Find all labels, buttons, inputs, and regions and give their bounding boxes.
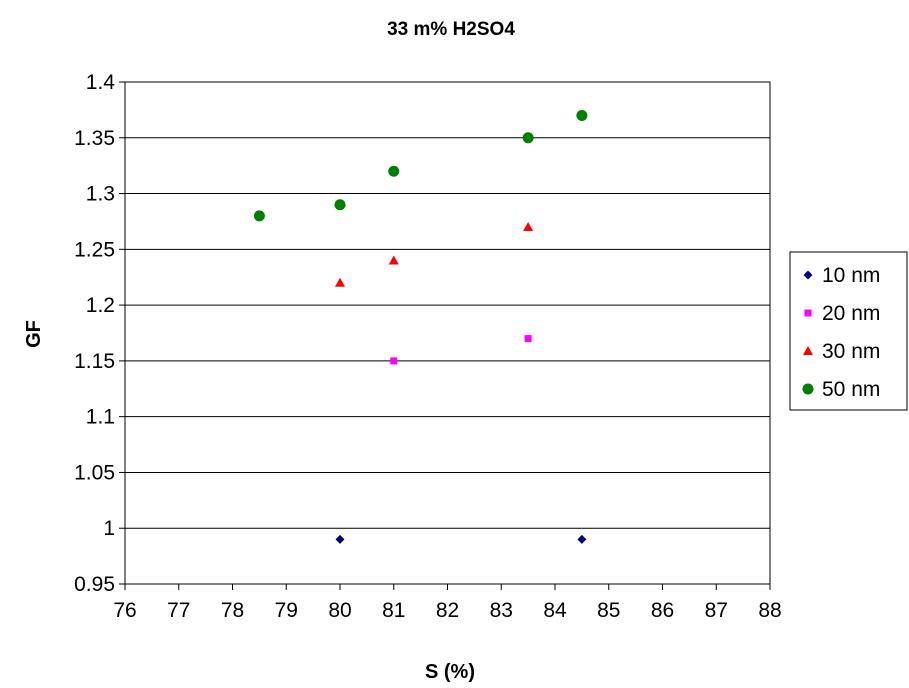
chart-legend: 10 nm 20 nm 30 nm 50 nm (789, 251, 908, 411)
x-tick-label: 80 (328, 599, 351, 622)
data-point-20-nm (524, 335, 532, 343)
y-tick-label: 0.95 (74, 573, 115, 596)
x-tick-label: 81 (382, 599, 405, 622)
y-tick-label: 1.3 (86, 183, 115, 206)
x-tick-label: 76 (113, 599, 136, 622)
y-axis-label: GF (23, 320, 45, 348)
y-tick-label: 1 (103, 517, 115, 540)
x-tick-label: 85 (597, 599, 620, 622)
legend-label-30-nm: 30 nm (822, 340, 880, 363)
y-tick-label: 1.4 (86, 71, 116, 94)
x-tick-label: 88 (758, 599, 781, 622)
x-axis-label: S (%) (425, 661, 475, 683)
chart-title: 33 m% H2SO4 (387, 19, 515, 40)
grid-lines (125, 81, 770, 585)
y-tick-label: 1.15 (74, 350, 115, 373)
x-tick-label: 78 (221, 599, 244, 622)
legend-label-20-nm: 20 nm (822, 302, 880, 325)
legend-label-10-nm: 10 nm (822, 264, 880, 287)
x-tick-label: 83 (490, 599, 513, 622)
data-point-10-nm (577, 534, 587, 544)
data-point-10-nm (335, 534, 345, 544)
x-tick-label: 84 (543, 599, 567, 622)
y-tick-label: 1.35 (74, 127, 115, 150)
legend-box (789, 251, 908, 411)
y-tick-label: 1.1 (86, 406, 115, 429)
legend-marker-20-nm (804, 309, 812, 317)
data-point-50-nm (334, 199, 346, 211)
data-point-50-nm (576, 109, 588, 121)
legend-marker-50-nm (802, 383, 814, 395)
data-point-30-nm (523, 222, 534, 232)
data-point-30-nm (335, 277, 345, 287)
legend-items: 10 nm 20 nm 30 nm 50 nm (802, 264, 880, 401)
x-tick-label: 86 (651, 599, 674, 622)
x-tick-label: 77 (167, 599, 190, 622)
legend-marker-10-nm (803, 270, 813, 280)
data-point-30-nm (388, 255, 399, 265)
legend-label-50-nm: 50 nm (822, 378, 880, 401)
data-point-50-nm (388, 165, 400, 177)
y-tick-label: 1.2 (86, 294, 115, 317)
x-tick-label: 79 (275, 599, 298, 622)
x-tick-label: 87 (705, 599, 728, 622)
data-point-50-nm (253, 210, 265, 222)
data-points (253, 109, 588, 544)
data-point-50-nm (522, 132, 534, 144)
legend-marker-30-nm (803, 346, 813, 355)
x-tick-label: 82 (436, 599, 459, 622)
plot-area-frame (124, 81, 771, 585)
y-tick-label: 1.05 (74, 461, 115, 484)
data-point-20-nm (390, 357, 398, 365)
y-tick-label: 1.25 (74, 238, 115, 261)
axis-ticks: 0.95 1 1.05 1.1 1.15 1.2 1.25 1.3 1.35 1.4 76 77 78 7… (74, 71, 782, 622)
